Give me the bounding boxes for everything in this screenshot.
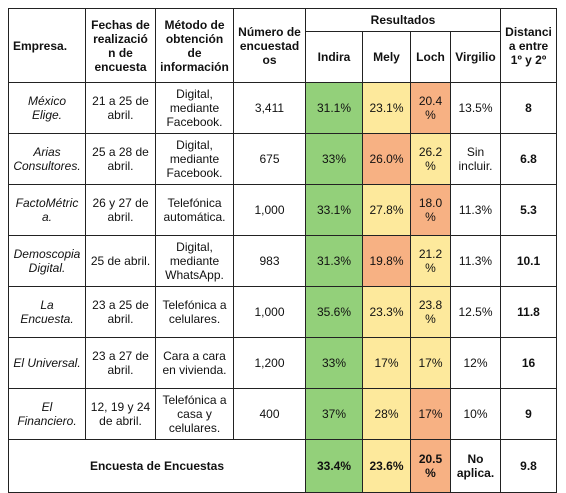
- method-cell: Digital, mediante Facebook.: [155, 133, 234, 185]
- dates-cell: 12, 19 y 24 de abril.: [85, 388, 156, 440]
- candidate-header: Indira: [305, 31, 363, 83]
- header-cell: Empresa.: [8, 8, 86, 83]
- distance-cell: 9.8: [500, 439, 557, 493]
- method-cell: Cara a cara en vivienda.: [155, 337, 234, 389]
- result-cell: Sin incluir.: [450, 133, 501, 185]
- result-cell: 11.3%: [450, 235, 501, 287]
- dates-cell: 25 de abril.: [85, 235, 156, 287]
- result-cell: 26.0%: [362, 133, 411, 185]
- distance-cell: 11.8: [500, 286, 557, 338]
- table-row: Indira Mely Loch Virgilio: [9, 31, 557, 83]
- count-cell: 1,000: [233, 184, 306, 236]
- dates-cell: 23 a 25 de abril.: [85, 286, 156, 338]
- distance-cell: 16: [500, 337, 557, 389]
- count-cell: 3,411: [233, 82, 306, 134]
- result-cell: 23.3%: [362, 286, 411, 338]
- count-cell: 983: [233, 235, 306, 287]
- dates-cell: 26 y 27 de abril.: [85, 184, 156, 236]
- company-cell: Arias Consultores.: [8, 133, 86, 185]
- result-cell: 11.3%: [450, 184, 501, 236]
- company-cell: La Encuesta.: [8, 286, 86, 338]
- result-cell: 19.8%: [362, 235, 411, 287]
- company-cell: FactoMétrica.: [8, 184, 86, 236]
- result-cell: 26.2%: [410, 133, 451, 185]
- distance-cell: 9: [500, 388, 557, 440]
- dates-cell: 21 a 25 de abril.: [85, 82, 156, 134]
- header-cell: Distancia entre 1º y 2º: [500, 8, 557, 83]
- table-row: México Elige. 21 a 25 de abril. Digital, m…: [8, 82, 557, 134]
- result-cell: 33.1%: [305, 184, 363, 236]
- header-cell: Resultados: [305, 8, 501, 32]
- result-cell: 33.4%: [305, 439, 363, 493]
- result-cell: 17%: [410, 337, 451, 389]
- summary-label: Encuesta de Encuestas: [8, 439, 306, 493]
- result-cell: 12%: [450, 337, 501, 389]
- header-cell: Número de encuestados: [233, 8, 306, 83]
- table-row: Demoscopia Digital. 25 de abril. Digital, …: [8, 235, 557, 287]
- method-cell: Telefónica automática.: [155, 184, 234, 236]
- candidate-header: Loch: [410, 31, 451, 83]
- company-cell: Demoscopia Digital.: [8, 235, 86, 287]
- result-cell: 31.1%: [305, 82, 363, 134]
- distance-cell: 5.3: [500, 184, 557, 236]
- company-cell: El Financiero.: [8, 388, 86, 440]
- candidate-header: Virgilio: [450, 31, 501, 83]
- method-cell: Digital, mediante WhatsApp.: [155, 235, 234, 287]
- result-cell: 23.1%: [362, 82, 411, 134]
- table-row: Arias Consultores. 25 a 28 de abril. Digit…: [8, 133, 557, 185]
- result-cell: 17%: [410, 388, 451, 440]
- result-cell: 13.5%: [450, 82, 501, 134]
- count-cell: 1,200: [233, 337, 306, 389]
- count-cell: 400: [233, 388, 306, 440]
- result-cell: 33%: [305, 133, 363, 185]
- header-cell: Fechas de realización de encuesta: [85, 8, 156, 83]
- page: Empresa. Fechas de realización de encuest…: [8, 8, 557, 493]
- count-cell: 675: [233, 133, 306, 185]
- poll-table: Empresa. Fechas de realización de encuest…: [8, 8, 557, 493]
- table-row: La Encuesta. 23 a 25 de abril. Telefónica …: [8, 286, 557, 338]
- distance-cell: 6.8: [500, 133, 557, 185]
- result-cell: No aplica.: [450, 439, 501, 493]
- table-row: El Financiero. 12, 19 y 24 de abril. Telef…: [8, 388, 557, 440]
- result-cell: 37%: [305, 388, 363, 440]
- result-cell: 12.5%: [450, 286, 501, 338]
- distance-cell: 8: [500, 82, 557, 134]
- result-cell: 31.3%: [305, 235, 363, 287]
- table-row: Encuesta de Encuestas 33.4% 23.6% 20.5% No a…: [8, 439, 557, 493]
- result-cell: 23.6%: [362, 439, 411, 493]
- result-cell: 21.2%: [410, 235, 451, 287]
- table-row: El Universal. 23 a 27 de abril. Cara a car…: [8, 337, 557, 389]
- table-row: FactoMétrica. 26 y 27 de abril. Telefónica…: [8, 184, 557, 236]
- count-cell: 1,000: [233, 286, 306, 338]
- method-cell: Telefónica a celulares.: [155, 286, 234, 338]
- method-cell: Digital, mediante Facebook.: [155, 82, 234, 134]
- dates-cell: 23 a 27 de abril.: [85, 337, 156, 389]
- result-cell: 27.8%: [362, 184, 411, 236]
- result-cell: 28%: [362, 388, 411, 440]
- distance-cell: 10.1: [500, 235, 557, 287]
- result-cell: 23.8%: [410, 286, 451, 338]
- result-cell: 20.5%: [410, 439, 451, 493]
- company-cell: México Elige.: [8, 82, 86, 134]
- company-cell: El Universal.: [8, 337, 86, 389]
- result-cell: 17%: [362, 337, 411, 389]
- result-cell: 10%: [450, 388, 501, 440]
- result-cell: 35.6%: [305, 286, 363, 338]
- method-cell: Telefónica a casa y celulares.: [155, 388, 234, 440]
- dates-cell: 25 a 28 de abril.: [85, 133, 156, 185]
- result-cell: 33%: [305, 337, 363, 389]
- candidate-header: Mely: [362, 31, 411, 83]
- result-cell: 20.4%: [410, 82, 451, 134]
- result-cell: 18.0%: [410, 184, 451, 236]
- table-row: Empresa. Fechas de realización de encuest…: [8, 8, 557, 83]
- header-cell: Método de obtención de información: [155, 8, 234, 83]
